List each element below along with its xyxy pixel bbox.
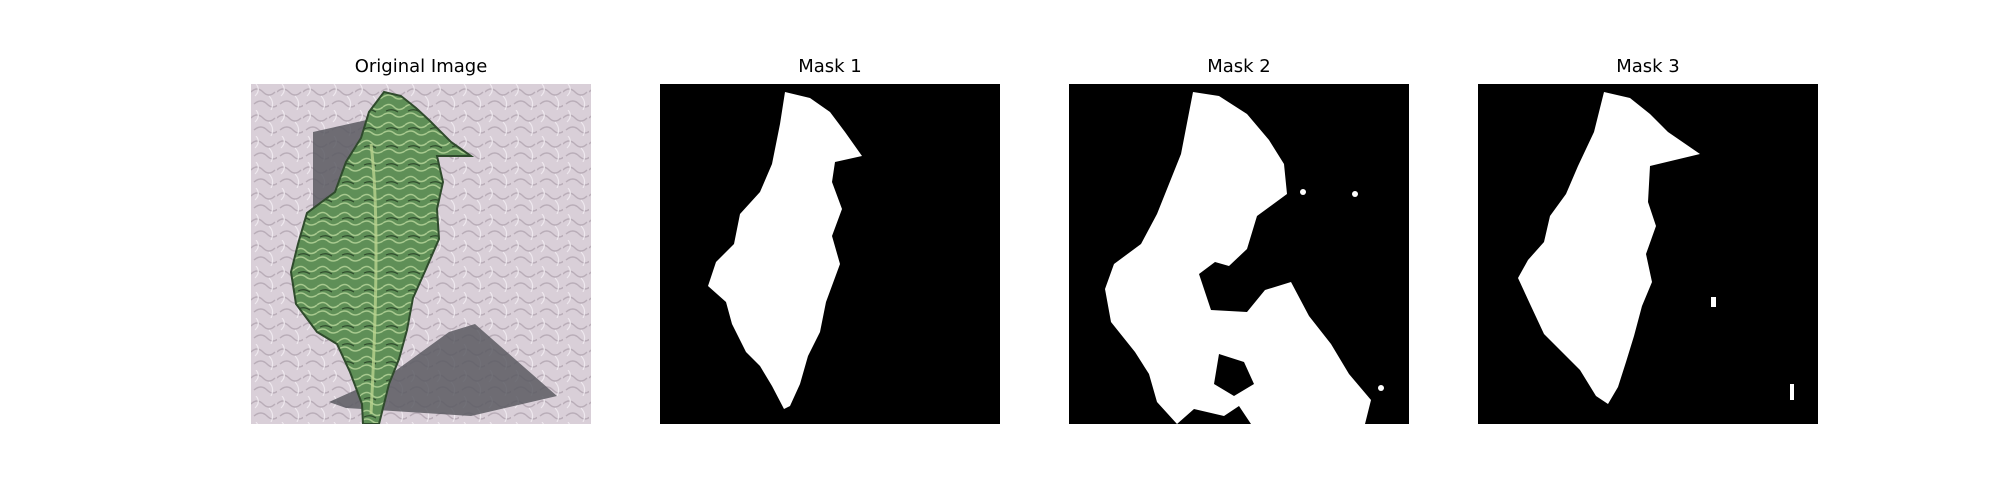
panel-title: Mask 3	[1616, 56, 1680, 77]
mask-image-2	[1069, 84, 1409, 424]
mask-hole	[1214, 354, 1254, 396]
mask-image-3	[1478, 84, 1818, 424]
mask-shape	[708, 92, 862, 409]
panel-title: Original Image	[354, 56, 488, 77]
panel-title: Mask 2	[1207, 56, 1271, 77]
original-image	[251, 84, 591, 424]
mask-image-1	[660, 84, 1000, 424]
mask-shape-main	[1105, 92, 1371, 424]
mask-shape	[1518, 92, 1700, 404]
panel-title: Mask 1	[798, 56, 862, 77]
leaf-shape	[289, 90, 475, 424]
